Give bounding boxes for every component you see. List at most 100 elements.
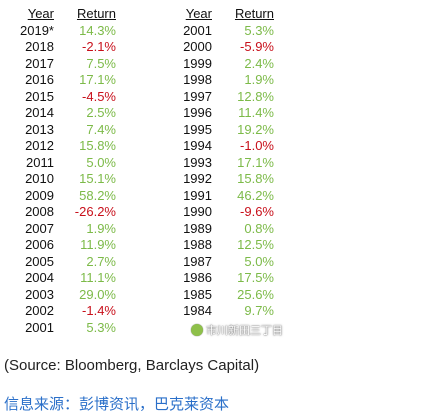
year-cell: 1998 — [183, 72, 212, 87]
watermark-text: 市川新田三丁目 — [206, 325, 283, 337]
table-row: 1998 1.9% — [172, 72, 274, 89]
returns-table-left: Year Return 2019* 14.3% 2018 -2.1% 2017 7.5% 2… — [14, 6, 116, 336]
table-row: 1995 19.2% — [172, 122, 274, 139]
return-cell: -2.1% — [82, 39, 116, 54]
year-cell: 2001 — [183, 22, 212, 38]
return-cell: 7.5% — [86, 55, 116, 71]
year-cell: 2011 — [26, 154, 54, 170]
table-row: 2000 -5.9% — [172, 39, 274, 56]
year-cell: 1997 — [183, 88, 212, 104]
year-cell: 1989 — [183, 220, 212, 236]
return-cell: 2.4% — [244, 55, 274, 71]
return-cell: 46.2% — [237, 187, 274, 203]
table-row: 1994 -1.0% — [172, 138, 274, 155]
table-row: 1989 0.8% — [172, 221, 274, 238]
year-header: Year — [27, 6, 54, 21]
table-row: 2018 -2.1% — [14, 39, 116, 56]
table-row: 2001 5.3% — [14, 320, 116, 337]
year-cell: 2000 — [183, 39, 212, 54]
table-row: 2010 15.1% — [14, 171, 116, 188]
year-cell: 2012 — [25, 138, 54, 153]
year-cell: 1993 — [183, 154, 212, 170]
table-row: 1991 46.2% — [172, 188, 274, 205]
year-header: Year — [185, 6, 212, 21]
return-cell: 11.9% — [80, 237, 116, 252]
year-cell: 1985 — [183, 286, 212, 302]
return-cell: 2.7% — [86, 253, 116, 269]
year-cell: 1999 — [183, 55, 212, 71]
table-row: 2008 -26.2% — [14, 204, 116, 221]
return-cell: -1.4% — [82, 303, 116, 318]
return-cell: 11.4% — [238, 105, 274, 120]
return-cell: -9.6% — [240, 204, 274, 219]
return-cell: 1.9% — [86, 220, 116, 236]
return-cell: 15.8% — [79, 138, 116, 153]
return-cell: 29.0% — [79, 286, 116, 302]
year-cell: 2013 — [25, 121, 54, 137]
return-cell: 58.2% — [79, 187, 116, 203]
return-cell: 7.4% — [86, 121, 116, 137]
return-cell: 12.5% — [237, 237, 274, 252]
return-cell: -1.0% — [240, 138, 274, 153]
year-cell: 1992 — [183, 171, 212, 186]
table-header: Year Return — [14, 6, 116, 23]
table-row: 1993 17.1% — [172, 155, 274, 172]
return-cell: -5.9% — [240, 39, 274, 54]
year-cell: 1988 — [183, 237, 212, 252]
return-cell: -4.5% — [82, 88, 116, 104]
year-cell: 2009 — [25, 187, 54, 203]
return-header: Return — [76, 6, 116, 21]
table-header: Year Return — [172, 6, 274, 23]
return-cell: 15.1% — [79, 171, 116, 186]
year-cell: 2007 — [25, 220, 54, 236]
return-cell: 5.0% — [244, 253, 274, 269]
table-row: 2017 7.5% — [14, 56, 116, 73]
table-row: 2004 11.1% — [14, 270, 116, 287]
table-body: 2001 5.3% 2000 -5.9% 1999 2.4% 1998 1.9% 1997 12.… — [172, 23, 274, 320]
table-row: 2019* 14.3% — [14, 23, 116, 40]
table-row: 1996 11.4% — [172, 105, 274, 122]
year-cell: 2006 — [25, 237, 54, 252]
return-cell: 17.5% — [237, 270, 274, 285]
return-cell: 15.8% — [237, 171, 274, 186]
year-cell: 2004 — [25, 270, 54, 285]
table-row: 2013 7.4% — [14, 122, 116, 139]
year-cell: 2010 — [25, 171, 54, 186]
table-row: 1997 12.8% — [172, 89, 274, 106]
year-cell: 2002 — [25, 303, 54, 318]
returns-table-right: Year Return 2001 5.3% 2000 -5.9% 1999 2.4% 199… — [172, 6, 274, 320]
table-body: 2019* 14.3% 2018 -2.1% 2017 7.5% 2016 17.1% 2015… — [14, 23, 116, 337]
return-cell: 25.6% — [237, 286, 274, 302]
watermark: 市川新田三丁目 — [191, 322, 283, 338]
year-cell: 1986 — [183, 270, 212, 285]
year-cell: 1991 — [183, 187, 212, 203]
return-cell: 5.0% — [86, 154, 116, 170]
year-cell: 2014 — [25, 105, 54, 120]
table-row: 2002 -1.4% — [14, 303, 116, 320]
table-row: 2006 11.9% — [14, 237, 116, 254]
table-row: 2005 2.7% — [14, 254, 116, 271]
year-cell: 1995 — [183, 121, 212, 137]
return-cell: 5.3% — [244, 22, 274, 38]
table-row: 1999 2.4% — [172, 56, 274, 73]
table-row: 1990 -9.6% — [172, 204, 274, 221]
return-cell: 2.5% — [86, 105, 116, 120]
table-row: 2012 15.8% — [14, 138, 116, 155]
return-cell: 19.2% — [237, 121, 274, 137]
table-row: 2009 58.2% — [14, 188, 116, 205]
table-row: 1986 17.5% — [172, 270, 274, 287]
return-header: Return — [234, 6, 274, 21]
table-row: 1988 12.5% — [172, 237, 274, 254]
table-row: 1984 9.7% — [172, 303, 274, 320]
year-cell: 2015 — [25, 88, 54, 104]
year-cell: 1984 — [183, 303, 212, 318]
return-cell: 0.8% — [244, 220, 274, 236]
return-cell: 17.1% — [237, 154, 274, 170]
return-cell: 9.7% — [244, 303, 274, 318]
table-row: 2016 17.1% — [14, 72, 116, 89]
year-cell: 2001 — [25, 319, 54, 335]
year-cell: 1987 — [183, 253, 212, 269]
year-cell: 2018 — [25, 39, 54, 54]
return-cell: 14.3% — [79, 22, 116, 38]
year-cell: 2017 — [25, 55, 54, 71]
